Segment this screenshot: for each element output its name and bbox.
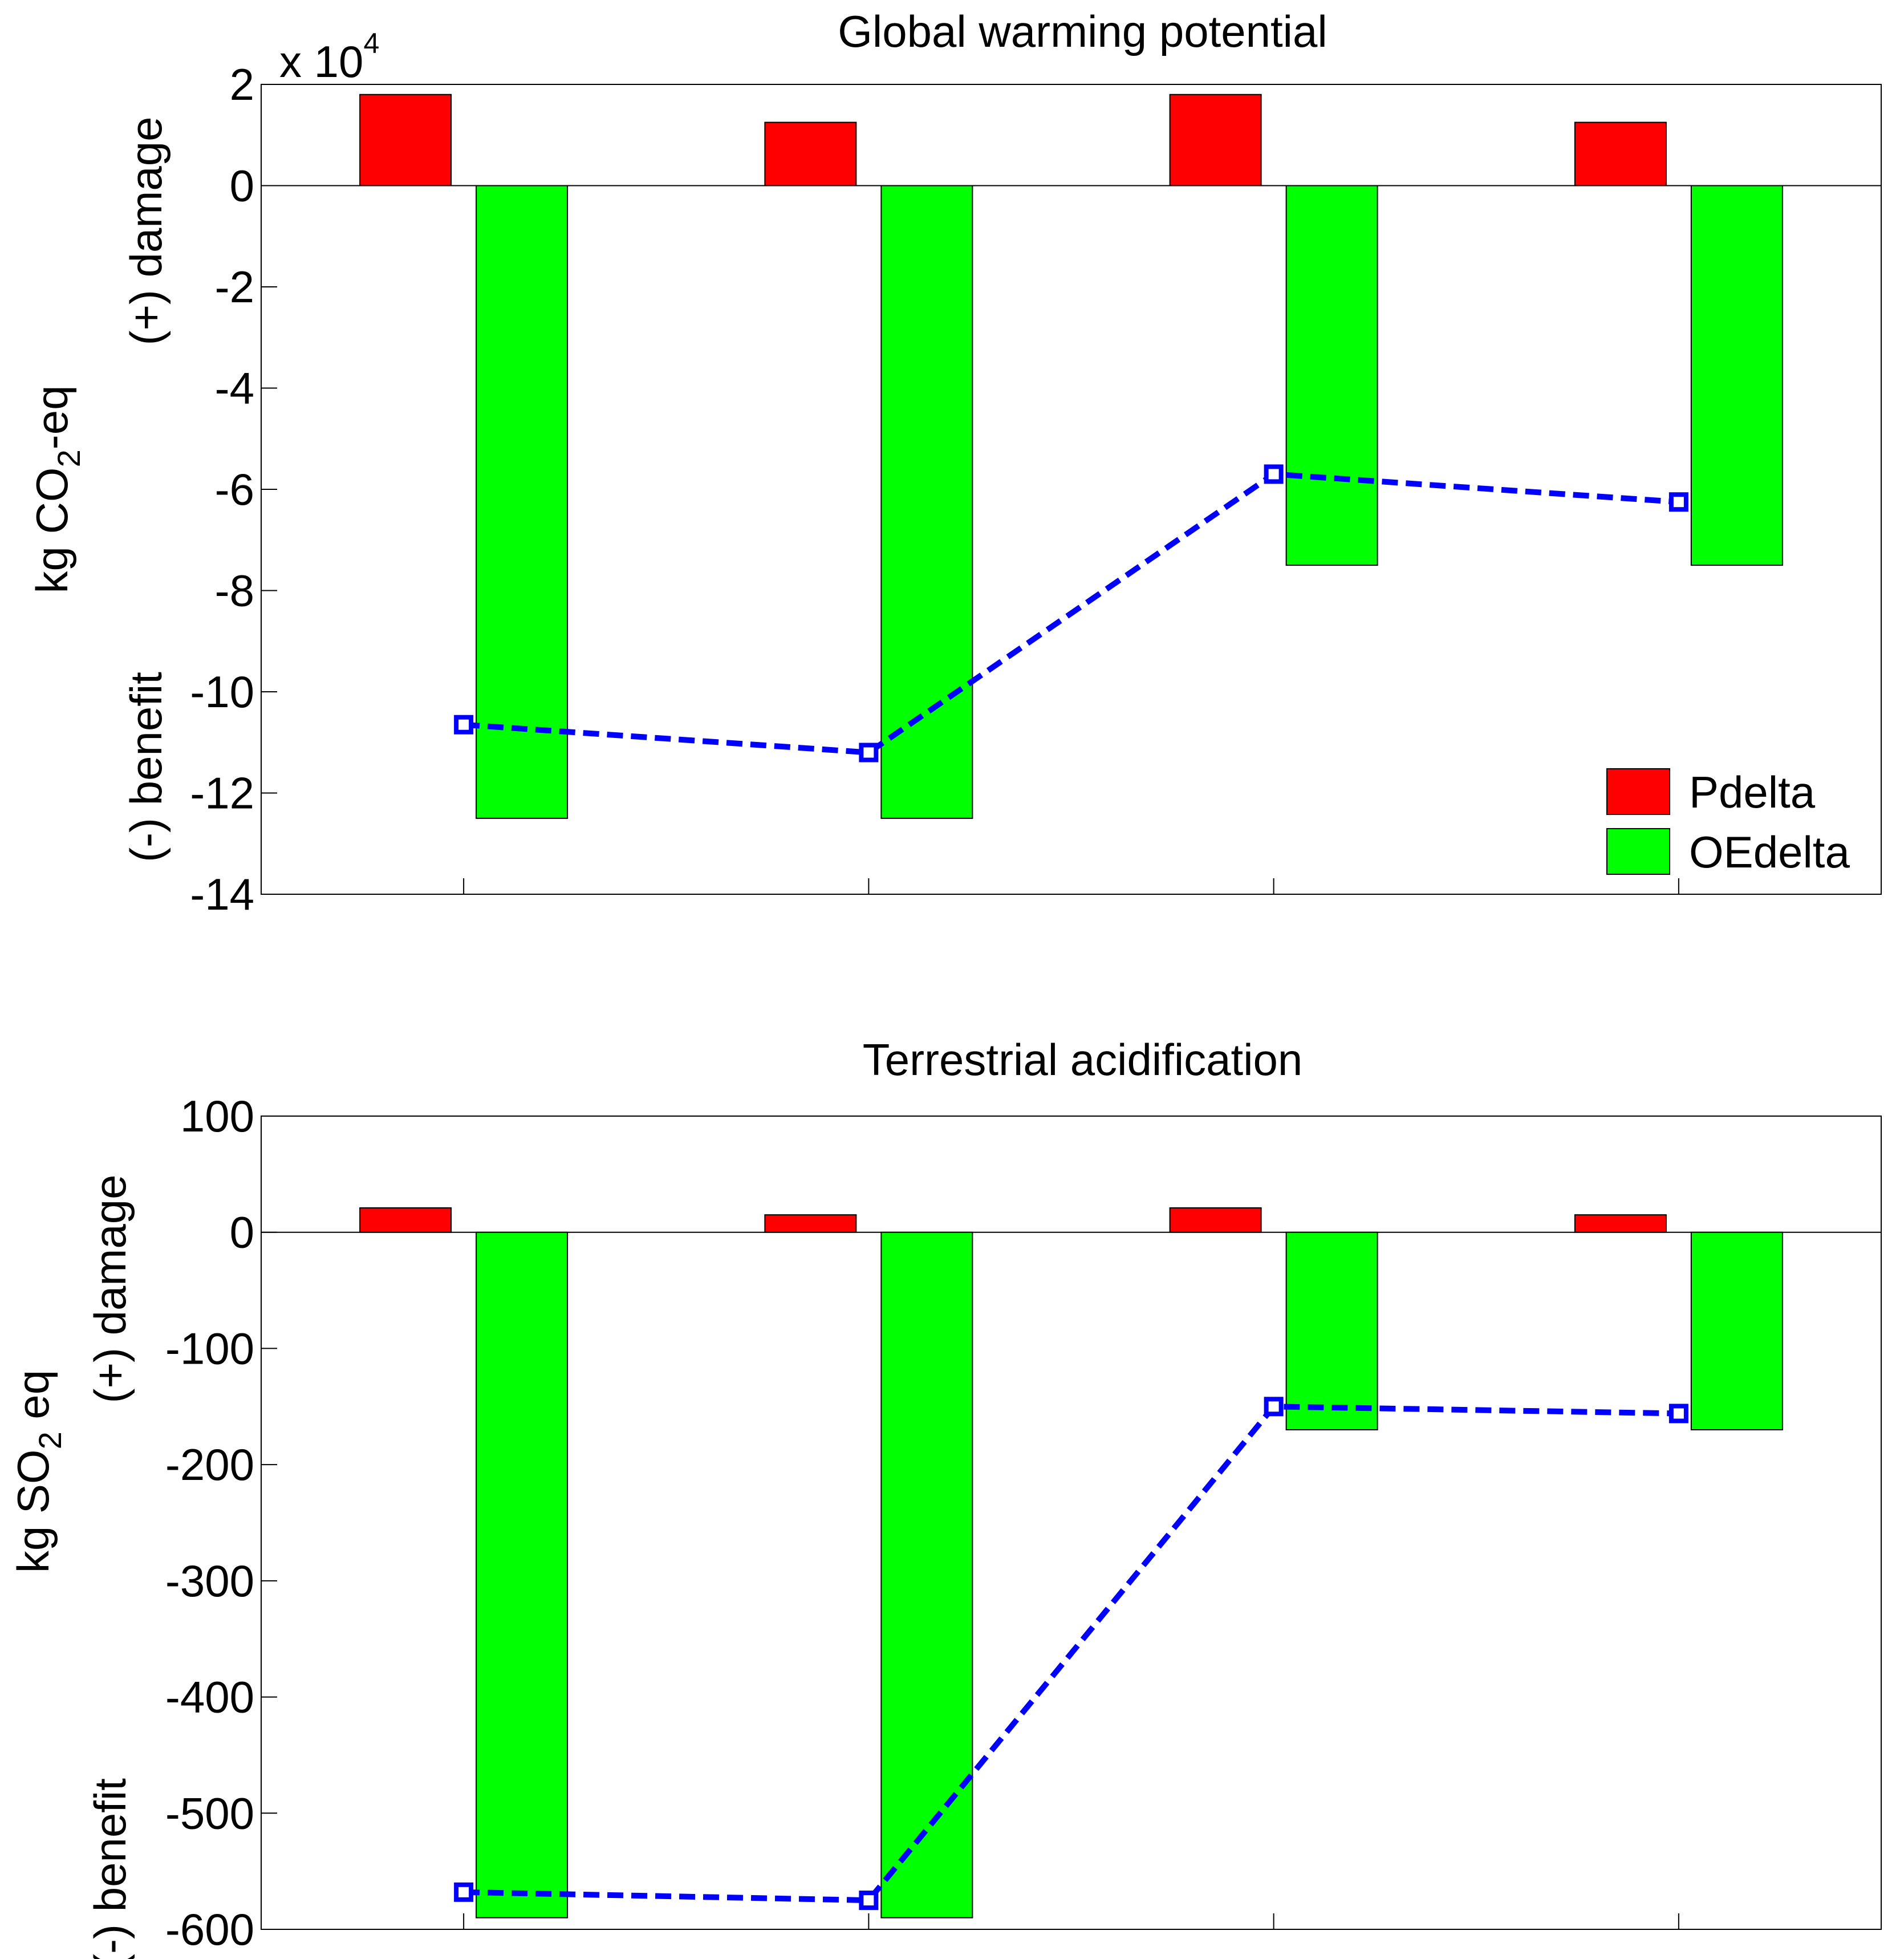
- chart-2: 100 0 -100 -200 -300 -400 -500 -600 Terrestrial …: [8, 1035, 1882, 1959]
- y-tick-label: -12: [190, 768, 254, 818]
- y-tick-label: 0: [230, 161, 254, 211]
- y-tick-label: -200: [165, 1439, 254, 1490]
- oedelta-bar: [880, 185, 973, 819]
- oedelta-bar: [880, 1231, 973, 1919]
- chart-title: Terrestrial acidification: [863, 1035, 1303, 1085]
- y-axis-label: kg CO2-eq: [27, 386, 87, 594]
- oedelta-bar: [476, 1231, 569, 1919]
- chart-1: 2 0 -2 -4 -6 -8 -10 -12 -14 Global warming potent…: [27, 6, 1882, 919]
- y-tick-label: -14: [190, 869, 254, 919]
- y-tick-label: 2: [230, 59, 254, 109]
- pdelta-bar: [359, 1207, 452, 1233]
- y-axis-label: kg SO2 eq: [8, 1370, 68, 1573]
- y-damage-label: (+) damage: [85, 1174, 135, 1403]
- y-benefit-label: (-) benefit: [121, 672, 171, 862]
- net-marker: [1264, 1397, 1284, 1417]
- net-marker: [1668, 492, 1688, 512]
- legend-swatch: [1606, 768, 1670, 815]
- pdelta-bar: [359, 94, 452, 186]
- net-marker: [454, 715, 474, 735]
- y-tick-label: -300: [165, 1556, 254, 1606]
- pdelta-bar: [1169, 94, 1262, 186]
- pdelta-bar: [1574, 1214, 1667, 1233]
- oedelta-bar: [1690, 1231, 1783, 1431]
- y-benefit-label: (-) benefit: [85, 1778, 135, 1959]
- pdelta-bar: [764, 1214, 857, 1233]
- chart-title: Global warming potential: [838, 6, 1327, 56]
- y-damage-label: (+) damage: [121, 116, 171, 345]
- y-tick-label: 0: [230, 1207, 254, 1258]
- oedelta-bar: [1285, 185, 1378, 566]
- pdelta-bar: [764, 121, 857, 186]
- net-marker: [1668, 1404, 1688, 1423]
- legend-label: OEdelta: [1689, 827, 1850, 877]
- net-line: [464, 1404, 1679, 1904]
- oedelta-bar: [476, 185, 569, 819]
- y-tick-label: -6: [215, 464, 254, 514]
- pdelta-bar: [1169, 1207, 1262, 1233]
- exponent-label: x 104: [279, 27, 379, 87]
- legend-swatch: [1606, 828, 1670, 875]
- pdelta-bar: [1574, 121, 1667, 186]
- net-marker: [859, 1891, 879, 1911]
- net-line: [463, 471, 1679, 756]
- plot-area: [261, 1116, 1882, 1930]
- net-marker: [859, 743, 879, 762]
- y-tick-label: -2: [215, 262, 254, 312]
- y-tick-label: -100: [165, 1323, 254, 1373]
- oedelta-bar: [1690, 185, 1783, 566]
- y-tick-label: -500: [165, 1788, 254, 1838]
- y-tick-label: -8: [215, 566, 254, 616]
- legend: Pdelta OEdelta: [1606, 767, 1850, 877]
- y-tick-label: 100: [180, 1091, 254, 1141]
- net-marker: [454, 1882, 474, 1902]
- y-tick-label: -600: [165, 1904, 254, 1954]
- y-tick-label: -10: [190, 667, 254, 717]
- y-tick-label: -4: [215, 363, 254, 413]
- net-marker: [1264, 464, 1284, 484]
- y-tick-label: -400: [165, 1672, 254, 1722]
- legend-label: Pdelta: [1689, 767, 1816, 817]
- oedelta-bar: [1285, 1231, 1378, 1431]
